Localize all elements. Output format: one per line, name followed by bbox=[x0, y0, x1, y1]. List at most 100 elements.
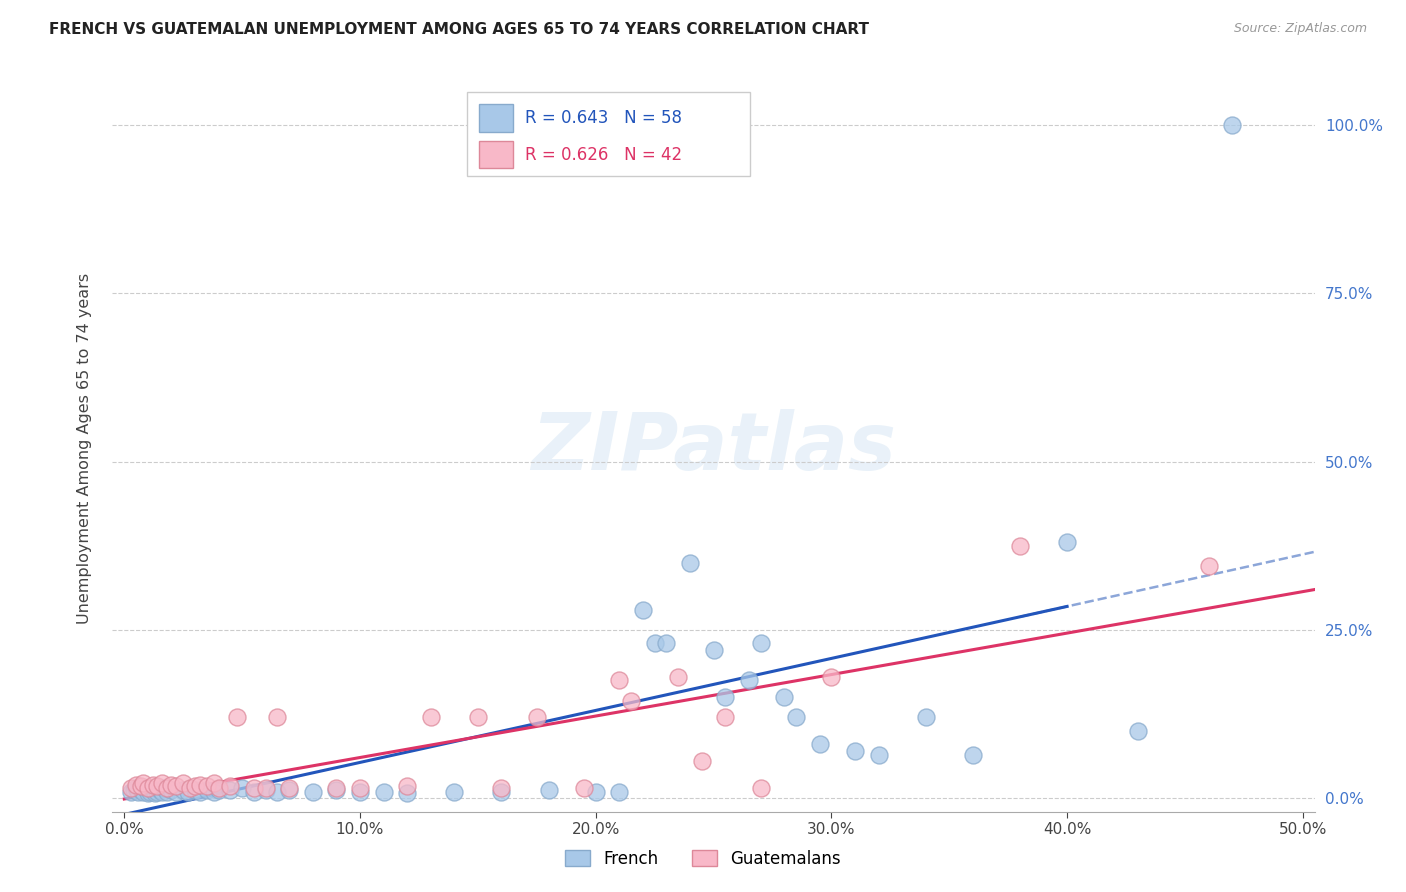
Point bbox=[150, 776, 173, 790]
Point bbox=[491, 784, 513, 798]
Point bbox=[136, 786, 159, 800]
Point bbox=[156, 784, 179, 798]
Point bbox=[266, 784, 288, 798]
Point bbox=[146, 779, 169, 793]
Point bbox=[349, 784, 371, 798]
Point bbox=[266, 710, 288, 724]
Point bbox=[655, 636, 678, 650]
Point bbox=[1008, 539, 1031, 553]
Text: FRENCH VS GUATEMALAN UNEMPLOYMENT AMONG AGES 65 TO 74 YEARS CORRELATION CHART: FRENCH VS GUATEMALAN UNEMPLOYMENT AMONG … bbox=[49, 22, 869, 37]
Point bbox=[146, 784, 169, 798]
Text: R = 0.643   N = 58: R = 0.643 N = 58 bbox=[524, 109, 682, 128]
Point bbox=[1056, 535, 1078, 549]
Point bbox=[149, 783, 172, 797]
Point bbox=[156, 781, 179, 796]
Point bbox=[820, 670, 842, 684]
Point bbox=[844, 744, 866, 758]
Point bbox=[165, 784, 187, 798]
FancyBboxPatch shape bbox=[467, 92, 749, 176]
Point bbox=[526, 710, 548, 724]
Point bbox=[714, 690, 737, 705]
Point bbox=[690, 754, 713, 768]
Point bbox=[219, 783, 242, 797]
Point bbox=[1220, 118, 1243, 132]
Point bbox=[188, 778, 211, 792]
Bar bbox=[479, 104, 513, 132]
Point bbox=[914, 710, 936, 724]
Point bbox=[773, 690, 796, 705]
Point bbox=[150, 784, 173, 798]
Point bbox=[1198, 559, 1220, 574]
Point bbox=[537, 783, 560, 797]
Point bbox=[202, 784, 225, 798]
Point bbox=[278, 781, 301, 796]
Point bbox=[219, 779, 242, 793]
Point bbox=[172, 776, 194, 790]
Point bbox=[868, 747, 890, 762]
Point bbox=[179, 781, 201, 796]
Point bbox=[231, 781, 253, 796]
Point bbox=[607, 673, 630, 688]
Text: R = 0.626   N = 42: R = 0.626 N = 42 bbox=[524, 145, 682, 163]
Legend: French, Guatemalans: French, Guatemalans bbox=[558, 844, 848, 875]
Point bbox=[620, 693, 643, 707]
Point bbox=[585, 784, 607, 798]
Point bbox=[226, 710, 249, 724]
Point bbox=[349, 781, 371, 796]
Point bbox=[679, 556, 702, 570]
Point bbox=[132, 776, 155, 790]
Point bbox=[749, 636, 772, 650]
Point bbox=[373, 784, 395, 798]
Point bbox=[129, 783, 152, 797]
Point bbox=[125, 778, 148, 792]
Point bbox=[607, 784, 630, 798]
Point bbox=[202, 776, 225, 790]
Point bbox=[738, 673, 761, 688]
Point bbox=[153, 781, 176, 796]
Point bbox=[160, 778, 183, 792]
Point bbox=[278, 783, 301, 797]
Text: ZIPatlas: ZIPatlas bbox=[531, 409, 896, 487]
Point bbox=[254, 781, 277, 796]
Point bbox=[143, 786, 166, 800]
Point bbox=[396, 779, 419, 793]
Point bbox=[188, 784, 211, 798]
Point bbox=[207, 783, 229, 797]
Point bbox=[714, 710, 737, 724]
Text: Source: ZipAtlas.com: Source: ZipAtlas.com bbox=[1233, 22, 1367, 36]
Point bbox=[160, 783, 183, 797]
Point bbox=[195, 783, 218, 797]
Point bbox=[127, 784, 149, 798]
Point bbox=[785, 710, 807, 724]
Point bbox=[139, 784, 162, 798]
Point bbox=[132, 784, 155, 798]
Point bbox=[749, 781, 772, 796]
Point bbox=[243, 784, 266, 798]
Point bbox=[962, 747, 984, 762]
Point bbox=[172, 783, 194, 797]
Point bbox=[467, 710, 489, 724]
Point bbox=[491, 781, 513, 796]
Point bbox=[301, 784, 323, 798]
Point bbox=[165, 779, 187, 793]
Point bbox=[141, 778, 163, 792]
Point bbox=[141, 783, 163, 797]
Point bbox=[120, 781, 142, 796]
Point bbox=[325, 783, 347, 797]
Point bbox=[808, 738, 831, 752]
Point bbox=[325, 781, 347, 796]
Point bbox=[702, 643, 725, 657]
Point bbox=[125, 781, 148, 796]
Point bbox=[419, 710, 441, 724]
Point bbox=[396, 786, 419, 800]
Bar bbox=[479, 141, 513, 169]
Point bbox=[443, 784, 465, 798]
Point bbox=[120, 784, 142, 798]
Point bbox=[184, 783, 207, 797]
Point bbox=[184, 779, 207, 793]
Point bbox=[631, 603, 654, 617]
Point bbox=[129, 779, 152, 793]
Point bbox=[136, 781, 159, 796]
Point bbox=[1126, 723, 1149, 738]
Point bbox=[195, 779, 218, 793]
